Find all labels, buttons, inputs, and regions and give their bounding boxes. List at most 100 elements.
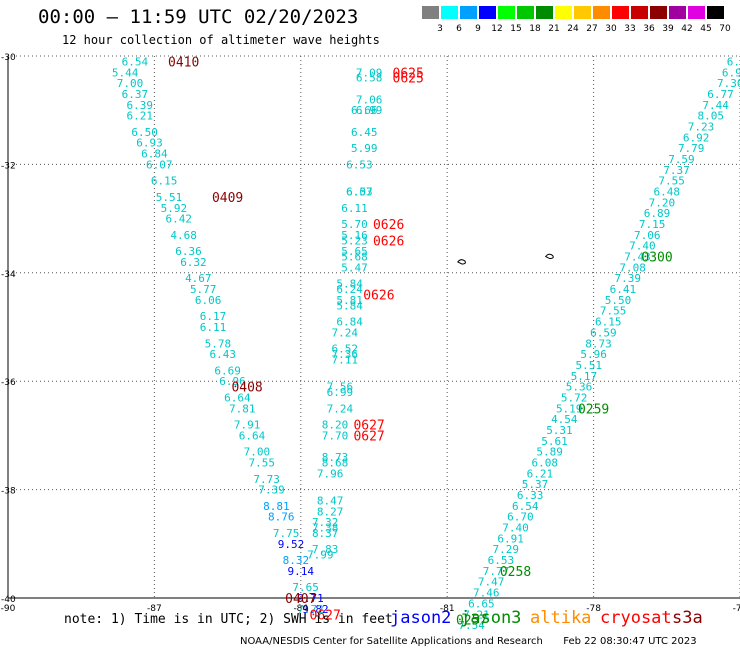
legend-label-18: 18	[529, 24, 541, 34]
wave-height-value: 7.44	[702, 99, 729, 112]
wave-height-value: 7.59	[668, 153, 695, 166]
wave-height-value: 6.07	[346, 186, 373, 199]
wave-height-value: 7.23	[688, 120, 715, 133]
wave-height-value: 5.70	[341, 218, 368, 231]
wave-height-value: 7.40	[629, 240, 656, 253]
wave-height-value: 7.15	[639, 218, 666, 231]
wave-height-value: 6.93	[136, 137, 163, 150]
legend-label-42: 42	[681, 24, 693, 34]
wave-height-value: 7.29	[493, 543, 520, 556]
wave-height-value: 6.42	[166, 213, 193, 226]
page-title: 00:00 — 11:59 UTC 02/20/2023	[38, 6, 359, 28]
wave-height-value: 6.69	[214, 364, 241, 377]
wave-height-value: 7.24	[331, 326, 358, 339]
wave-height-value: 8.27	[317, 505, 344, 518]
legend-swatch-15	[498, 6, 515, 19]
legend-label-27: 27	[586, 24, 598, 34]
wave-height-value: 4.67	[185, 272, 212, 285]
wave-height-value: 9.82	[302, 603, 329, 616]
wave-height-value: 6.21	[527, 467, 554, 480]
wave-height-value: 7.47	[478, 576, 505, 589]
wave-height-value: 4.68	[170, 229, 197, 242]
wave-height-value: 5.47	[341, 261, 368, 274]
wave-height-value: 5.92	[161, 202, 188, 215]
lat-tick-label: -32	[1, 161, 16, 171]
wave-height-value: 6.64	[224, 391, 251, 404]
wave-height-value: 7.09	[356, 66, 383, 79]
wave-height-value: 6.41	[610, 283, 637, 296]
wave-height-value: 7.55	[658, 175, 685, 188]
legend-swatch-27	[574, 6, 591, 19]
wave-height-value: 5.19	[556, 402, 583, 415]
wave-height-value: 6.99	[327, 386, 354, 399]
wave-height-value: 7.08	[619, 261, 646, 274]
wave-height-value: 7.06	[356, 93, 383, 106]
lon-tick-label: -90	[1, 604, 16, 614]
lat-tick-label: -34	[1, 270, 16, 280]
legend-swatch-36	[631, 6, 648, 19]
wave-height-value: 7.06	[634, 229, 661, 242]
wave-height-value: 7.55	[249, 457, 276, 470]
lat-tick-label: -40	[1, 595, 16, 605]
wave-height-value: 6.96	[219, 375, 246, 388]
wave-height-value: 7.91	[234, 419, 261, 432]
wave-height-value: 7.32	[312, 516, 339, 529]
wave-height-value: 5.84	[336, 299, 363, 312]
legend-label-33: 33	[624, 24, 636, 34]
wave-height-value: 7.00	[117, 77, 144, 90]
lon-tick-label: -75	[733, 604, 740, 614]
wave-height-value: 9.14	[288, 565, 315, 578]
pass-time-label: 0257	[456, 614, 487, 629]
satellite-s3a: s3a	[672, 608, 703, 628]
wave-height-value: 7.96	[317, 467, 344, 480]
pass-time-label: 0259	[578, 402, 609, 417]
wave-height-value: 7.00	[244, 446, 271, 459]
legend-swatch-39	[650, 6, 667, 19]
wave-height-value: 7.38	[312, 522, 339, 535]
wave-height-value: 7.55	[600, 305, 627, 318]
wave-height-value: 5.37	[522, 478, 549, 491]
legend-label-45: 45	[700, 24, 712, 34]
wave-height-value: 7.21	[463, 608, 490, 621]
lon-tick-label: -78	[586, 604, 601, 614]
wave-height-value: 6.99	[356, 104, 383, 117]
wave-height-value: 7.24	[327, 402, 354, 415]
wave-height-value: 5.68	[341, 251, 368, 264]
wave-height-value: 6.92	[683, 131, 710, 144]
pass-time-label: 0407	[285, 592, 316, 607]
wave-height-value: 7.79	[678, 142, 705, 155]
legend-label-3: 3	[437, 24, 443, 34]
wave-height-value: 6.36	[175, 245, 202, 258]
wave-height-value: 6.84	[141, 148, 168, 161]
pass-time-label: 0627	[353, 429, 384, 444]
legend-label-70: 70	[719, 24, 731, 34]
wave-height-value: 6.54	[122, 55, 149, 68]
legend-label-30: 30	[605, 24, 617, 34]
wave-height-value: 5.99	[351, 142, 378, 155]
wave-height-value: 7.30	[717, 77, 740, 90]
credit-text: NOAA/NESDIS Center for Satellite Applica…	[240, 636, 543, 647]
wave-height-value: 6.53	[346, 186, 373, 199]
wave-height-value: 6.08	[532, 457, 559, 470]
generated-timestamp: Feb 22 08:30:47 UTC 2023	[563, 636, 697, 647]
wave-height-value: 6.39	[127, 99, 154, 112]
pass-time-label: 0626	[373, 218, 404, 233]
wave-height-value: 5.23	[341, 234, 368, 247]
lon-tick-label: -87	[147, 604, 162, 614]
wave-height-value: 7.43	[624, 251, 651, 264]
legend-swatch-45	[688, 6, 705, 19]
wave-height-value: 6.58	[356, 72, 383, 85]
legend-swatch-30	[593, 6, 610, 19]
pass-time-label: 0627	[310, 608, 341, 623]
wave-height-value: 6.45	[351, 126, 378, 139]
wave-height-value: 5.36	[566, 381, 593, 394]
wave-height-value: 5.77	[190, 283, 217, 296]
wave-height-value: 6.54	[512, 500, 539, 513]
wave-height-value: 7.37	[663, 164, 690, 177]
wave-height-value: 7.65	[292, 581, 319, 594]
island-outline	[544, 253, 554, 260]
wave-height-value: 7.72	[297, 603, 324, 616]
wave-height-value: 8.73	[322, 451, 349, 464]
legend-label-12: 12	[491, 24, 503, 34]
